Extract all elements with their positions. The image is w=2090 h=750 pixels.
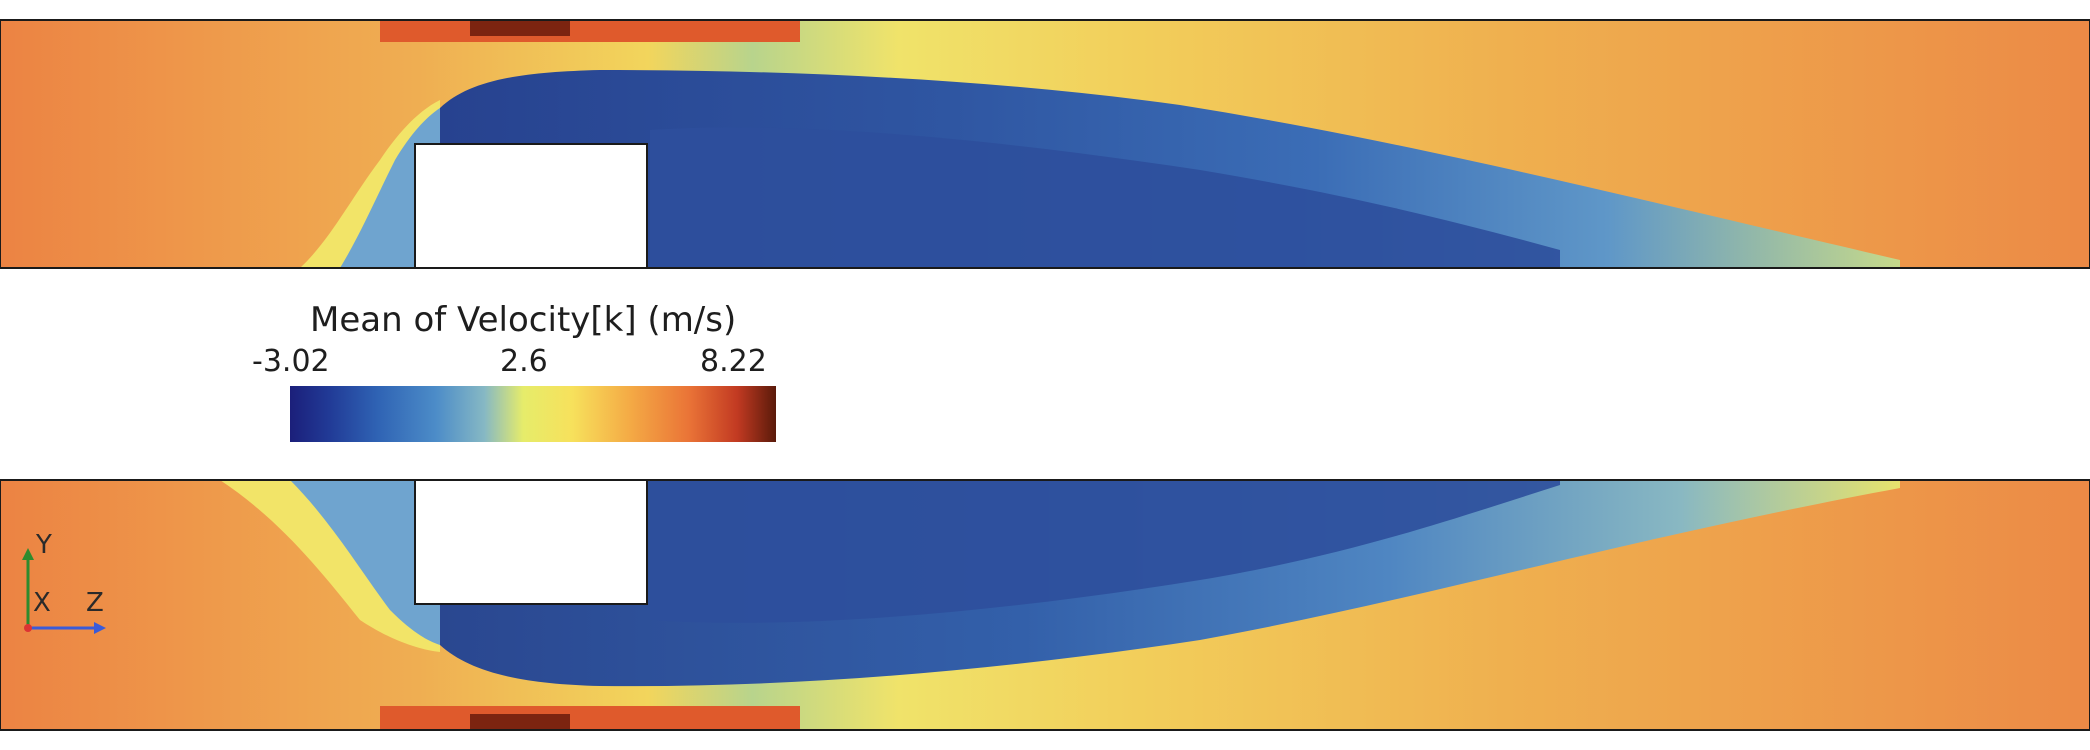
bottom-upstream-blue-edge: [290, 480, 440, 645]
legend-max-label: 8.22: [700, 344, 767, 379]
bottom-wall-high-velocity-band: [380, 706, 800, 730]
z-axis-arrowhead: [94, 622, 106, 634]
bottom-channel-border: [0, 479, 2090, 731]
bottom-wall-peak-band: [470, 714, 570, 730]
top-wake-core: [650, 127, 1560, 268]
bottom-wake-core: [650, 480, 1560, 623]
top-wall-high-velocity-band: [380, 20, 800, 42]
axis-y-label: Y: [36, 530, 52, 560]
legend-title: Mean of Velocity[k] (m/s): [310, 300, 737, 340]
top-channel-border: [0, 19, 2090, 269]
top-channel: [0, 19, 2090, 269]
color-legend-bar: [290, 386, 776, 442]
bottom-channel: [0, 479, 2090, 731]
axis-x-label: X: [33, 588, 51, 618]
legend-min-label: -3.02: [252, 344, 330, 379]
bottom-obstacle: [414, 479, 648, 605]
axis-origin: [24, 624, 32, 632]
axis-z-label: Z: [86, 588, 104, 618]
y-axis-arrowhead: [22, 548, 34, 560]
top-obstacle: [414, 143, 648, 269]
axis-triad: [22, 548, 106, 634]
legend-mid-label: 2.6: [500, 344, 548, 379]
top-wall-peak-band: [470, 20, 570, 36]
